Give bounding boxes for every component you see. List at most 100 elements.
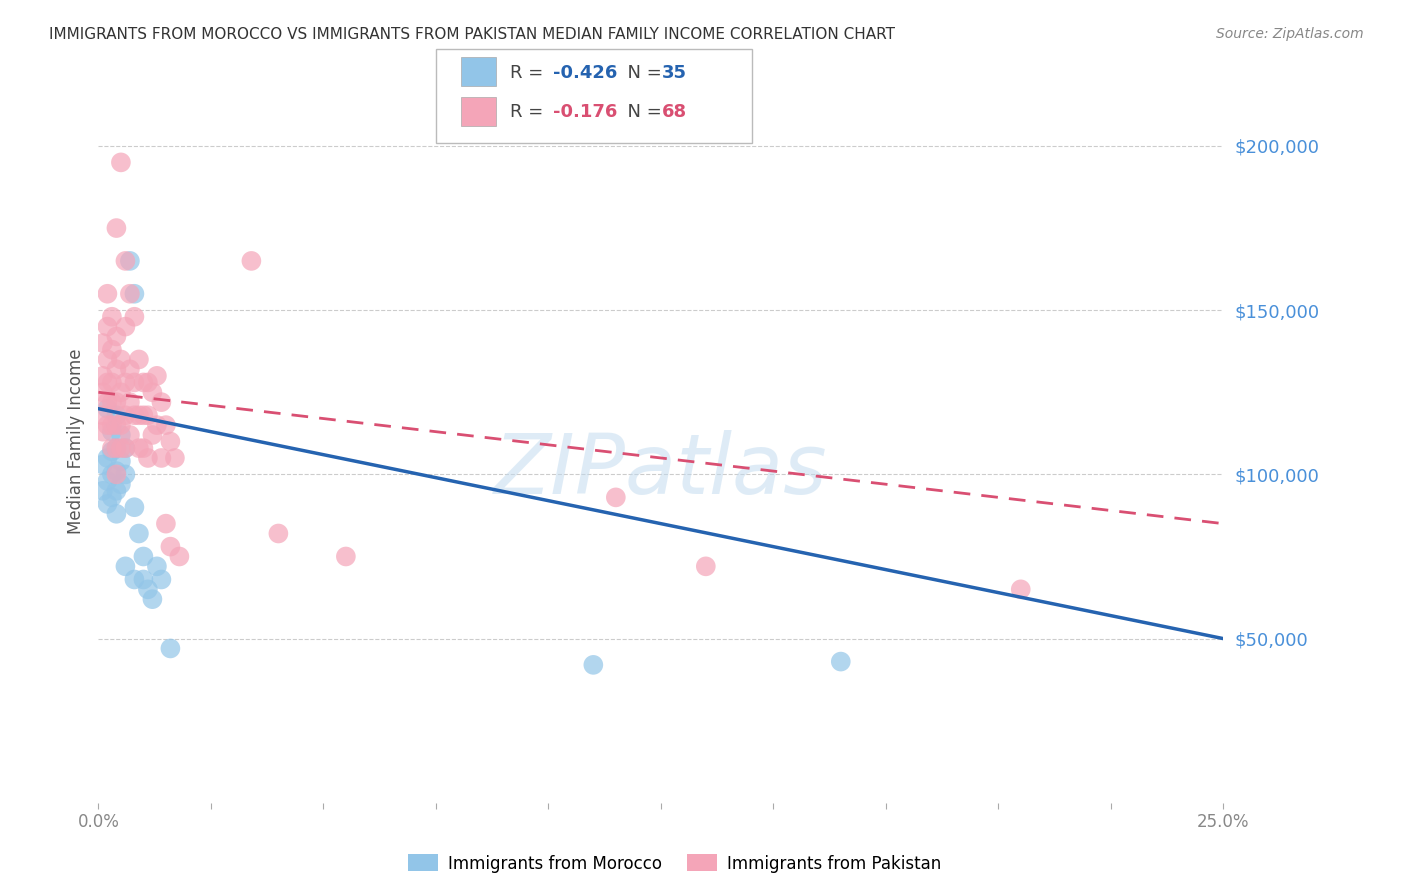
- Point: [101, 418, 124, 433]
- Text: -0.176: -0.176: [553, 103, 617, 121]
- Point: [110, 418, 132, 433]
- Text: ZIPatlas: ZIPatlas: [494, 430, 828, 511]
- Point: [146, 559, 169, 574]
- Point: [105, 464, 128, 478]
- Point: [267, 526, 290, 541]
- Point: [582, 657, 605, 672]
- Point: [110, 477, 132, 491]
- Point: [91, 483, 114, 498]
- Point: [101, 444, 124, 458]
- Point: [150, 450, 173, 465]
- Text: N =: N =: [616, 63, 668, 81]
- Point: [101, 343, 124, 357]
- Point: [240, 253, 263, 268]
- Point: [91, 425, 114, 439]
- Point: [96, 286, 118, 301]
- Point: [136, 376, 159, 390]
- Legend: Immigrants from Morocco, Immigrants from Pakistan: Immigrants from Morocco, Immigrants from…: [402, 847, 948, 880]
- Point: [128, 409, 150, 423]
- Point: [105, 467, 128, 482]
- Point: [155, 516, 177, 531]
- Point: [110, 441, 132, 455]
- Point: [96, 401, 118, 416]
- Point: [146, 368, 169, 383]
- Point: [163, 450, 186, 465]
- Point: [91, 368, 114, 383]
- Point: [105, 483, 128, 498]
- Point: [105, 329, 128, 343]
- Point: [830, 655, 852, 669]
- Point: [114, 559, 136, 574]
- Point: [1010, 582, 1032, 597]
- Point: [96, 319, 118, 334]
- Text: -0.426: -0.426: [553, 63, 617, 81]
- Point: [91, 458, 114, 472]
- Point: [110, 155, 132, 169]
- Text: IMMIGRANTS FROM MOROCCO VS IMMIGRANTS FROM PAKISTAN MEDIAN FAMILY INCOME CORRELA: IMMIGRANTS FROM MOROCCO VS IMMIGRANTS FR…: [49, 27, 896, 42]
- Point: [159, 540, 181, 554]
- Point: [141, 428, 163, 442]
- Point: [132, 376, 155, 390]
- Point: [101, 467, 124, 482]
- Point: [150, 395, 173, 409]
- Point: [114, 409, 136, 423]
- Point: [114, 253, 136, 268]
- Point: [101, 491, 124, 505]
- Point: [105, 395, 128, 409]
- Point: [136, 409, 159, 423]
- Point: [110, 454, 132, 468]
- Point: [110, 385, 132, 400]
- Point: [91, 385, 114, 400]
- Point: [96, 376, 118, 390]
- Point: [101, 395, 124, 409]
- Text: Source: ZipAtlas.com: Source: ZipAtlas.com: [1216, 27, 1364, 41]
- Point: [136, 582, 159, 597]
- Point: [105, 507, 128, 521]
- Point: [118, 428, 141, 442]
- Point: [91, 336, 114, 351]
- Point: [124, 573, 146, 587]
- Y-axis label: Median Family Income: Median Family Income: [66, 349, 84, 534]
- Point: [128, 526, 150, 541]
- Point: [159, 641, 181, 656]
- Point: [105, 409, 128, 423]
- Point: [101, 310, 124, 324]
- Point: [105, 418, 128, 433]
- Point: [96, 395, 118, 409]
- Point: [114, 467, 136, 482]
- Point: [105, 221, 128, 235]
- Text: 68: 68: [662, 103, 688, 121]
- Point: [124, 500, 146, 515]
- Point: [124, 310, 146, 324]
- Point: [96, 352, 118, 367]
- Point: [128, 352, 150, 367]
- Point: [101, 425, 124, 439]
- Point: [132, 409, 155, 423]
- Point: [695, 559, 717, 574]
- Point: [132, 549, 155, 564]
- Point: [141, 385, 163, 400]
- Point: [105, 441, 128, 455]
- Point: [118, 286, 141, 301]
- Point: [124, 409, 146, 423]
- Point: [141, 592, 163, 607]
- Point: [96, 418, 118, 433]
- Point: [96, 474, 118, 488]
- Point: [124, 286, 146, 301]
- Text: 35: 35: [662, 63, 688, 81]
- Point: [169, 549, 191, 564]
- Point: [128, 441, 150, 455]
- Point: [136, 450, 159, 465]
- Point: [96, 450, 118, 465]
- Point: [132, 573, 155, 587]
- Point: [96, 497, 118, 511]
- Point: [118, 253, 141, 268]
- Text: R =: R =: [510, 103, 550, 121]
- Point: [110, 352, 132, 367]
- Point: [114, 376, 136, 390]
- Point: [335, 549, 357, 564]
- Point: [159, 434, 181, 449]
- Point: [146, 418, 169, 433]
- Point: [101, 376, 124, 390]
- Point: [118, 362, 141, 376]
